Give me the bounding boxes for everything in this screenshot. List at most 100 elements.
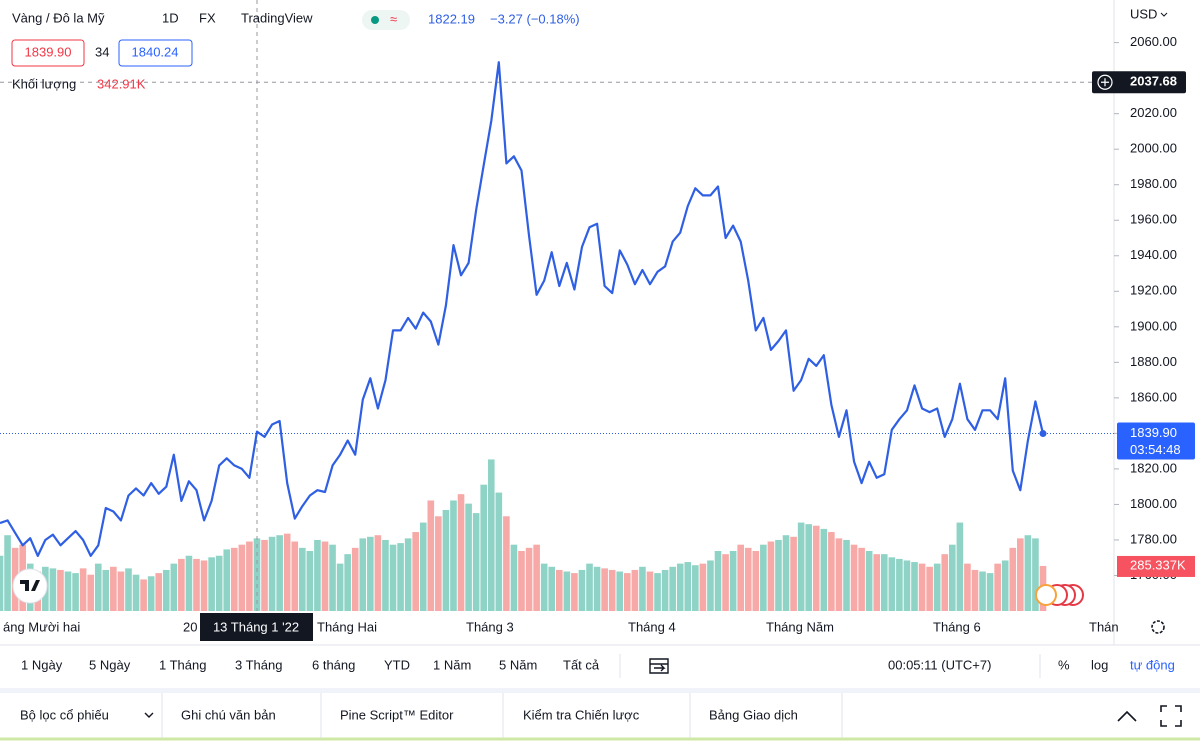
- bottom-tab[interactable]: Bảng Giao dịch: [709, 707, 798, 722]
- volume-bar: [540, 563, 548, 611]
- bid-box[interactable]: [11, 39, 85, 67]
- volume-bar: [692, 565, 699, 611]
- volume-bar: [873, 554, 881, 611]
- currency[interactable]: USD: [1130, 6, 1157, 21]
- y-tick-label: 1820.00: [1130, 460, 1177, 475]
- volume-bar: [0, 555, 4, 611]
- event-flag[interactable]: [1035, 584, 1057, 606]
- volume-bar: [230, 547, 238, 611]
- volume-bar: [752, 551, 760, 611]
- range-button[interactable]: YTD: [384, 657, 410, 672]
- range-button[interactable]: 5 Ngày: [89, 657, 131, 672]
- volume-bar: [760, 544, 767, 611]
- bottom-tab[interactable]: Ghi chú văn bản: [181, 707, 276, 722]
- volume-bar: [737, 544, 744, 611]
- volume-bar: [276, 535, 283, 611]
- y-tick-label: 2000.00: [1130, 141, 1177, 156]
- ask-box[interactable]: [118, 39, 193, 67]
- volume-bar: [344, 554, 351, 611]
- bottom-tab[interactable]: Pine Script™ Editor: [340, 707, 454, 722]
- header-symbol: Vàng / Đô la Mỹ: [12, 10, 105, 25]
- volume-bar: [510, 544, 518, 611]
- range-button[interactable]: 6 tháng: [312, 657, 355, 672]
- settings-icon[interactable]: [1151, 620, 1165, 634]
- header-interval: 1D: [162, 10, 179, 25]
- volume-bar: [858, 547, 865, 611]
- range-button[interactable]: 5 Năm: [499, 657, 537, 672]
- volume-bar: [586, 563, 593, 611]
- volume-bar: [435, 516, 442, 611]
- y-tick-label: 1860.00: [1130, 389, 1177, 404]
- range-button[interactable]: Tất cả: [563, 657, 600, 672]
- volume-bar: [888, 557, 896, 611]
- panel-separator: [0, 688, 1200, 693]
- volume-bar: [676, 563, 684, 611]
- volume-bar: [828, 532, 835, 611]
- volume-bar: [525, 547, 533, 611]
- volume-bar: [578, 569, 586, 611]
- volume-bar: [94, 563, 102, 611]
- volume-bar: [555, 569, 563, 611]
- range-button[interactable]: 1 Năm: [433, 657, 471, 672]
- plus-icon-cross: [1101, 78, 1109, 87]
- range-button[interactable]: 1 Tháng: [159, 657, 206, 672]
- x-tick-label: Tháng 3: [466, 619, 514, 634]
- volume-bar: [79, 568, 87, 611]
- volume-bar: [155, 573, 163, 611]
- volume-bar: [850, 544, 858, 611]
- range-button[interactable]: 1 Ngày: [21, 657, 63, 672]
- volume-bar: [374, 535, 382, 611]
- plus-icon[interactable]: [1097, 74, 1113, 90]
- crosshair-date-box: [200, 613, 313, 641]
- volume-bar: [639, 566, 646, 611]
- volume-bar: [246, 541, 253, 611]
- y-tick-label: 2020.00: [1130, 105, 1177, 120]
- collapse-icon[interactable]: [1117, 710, 1137, 722]
- date-range-icon[interactable]: [649, 658, 669, 674]
- volume-value: 342.91K: [97, 76, 146, 91]
- volume-bar: [472, 513, 480, 611]
- volume-bar: [1001, 560, 1009, 611]
- volume-bar: [412, 532, 419, 611]
- y-tick-label: 1780.00: [1130, 531, 1177, 546]
- crosshair-date-label: 13 Tháng 1 '22: [213, 619, 299, 634]
- x-tick-label: Tháng 4: [628, 619, 676, 634]
- bottom-tab[interactable]: Bộ lọc cổ phiếu: [20, 707, 109, 722]
- y-tick-label: 1980.00: [1130, 176, 1177, 191]
- volume-bar: [4, 535, 11, 611]
- tab-chevron: [144, 712, 154, 718]
- volume-bar: [729, 551, 737, 611]
- percent-toggle[interactable]: %: [1058, 657, 1070, 672]
- maximize-icon[interactable]: [1160, 705, 1182, 727]
- volume-bar: [72, 573, 79, 611]
- volume-bar: [87, 574, 94, 611]
- bottom-tab[interactable]: Kiểm tra Chiến lược: [523, 707, 640, 722]
- y-tick-label: 1800.00: [1130, 496, 1177, 511]
- volume-bar: [775, 539, 782, 611]
- volume-bar: [427, 500, 435, 611]
- x-tick-label: Thán: [1089, 619, 1119, 634]
- log-toggle[interactable]: log: [1091, 657, 1108, 672]
- volume-bar: [608, 569, 616, 611]
- clock[interactable]: 00:05:11 (UTC+7): [888, 657, 991, 672]
- volume-bar: [359, 538, 367, 611]
- volume-bar: [1024, 535, 1032, 611]
- auto-toggle[interactable]: tự động: [1130, 657, 1175, 672]
- volume-bar: [933, 563, 941, 611]
- volume-bar: [918, 563, 926, 611]
- volume-bar: [117, 571, 125, 611]
- last-price-dot: [1039, 430, 1047, 438]
- volume-bar: [646, 571, 654, 611]
- volume-bar: [661, 569, 669, 611]
- volume-bar: [971, 569, 979, 611]
- volume-bar: [268, 536, 276, 611]
- x-tick-label: Tháng Năm: [766, 619, 834, 634]
- volume-bar: [495, 492, 503, 611]
- y-tick-label: 1940.00: [1130, 247, 1177, 262]
- volume-bar: [200, 560, 208, 611]
- range-button[interactable]: 3 Tháng: [235, 657, 282, 672]
- volume-bar: [880, 554, 888, 611]
- volume-bar: [57, 569, 64, 611]
- volume-bar: [1009, 547, 1017, 611]
